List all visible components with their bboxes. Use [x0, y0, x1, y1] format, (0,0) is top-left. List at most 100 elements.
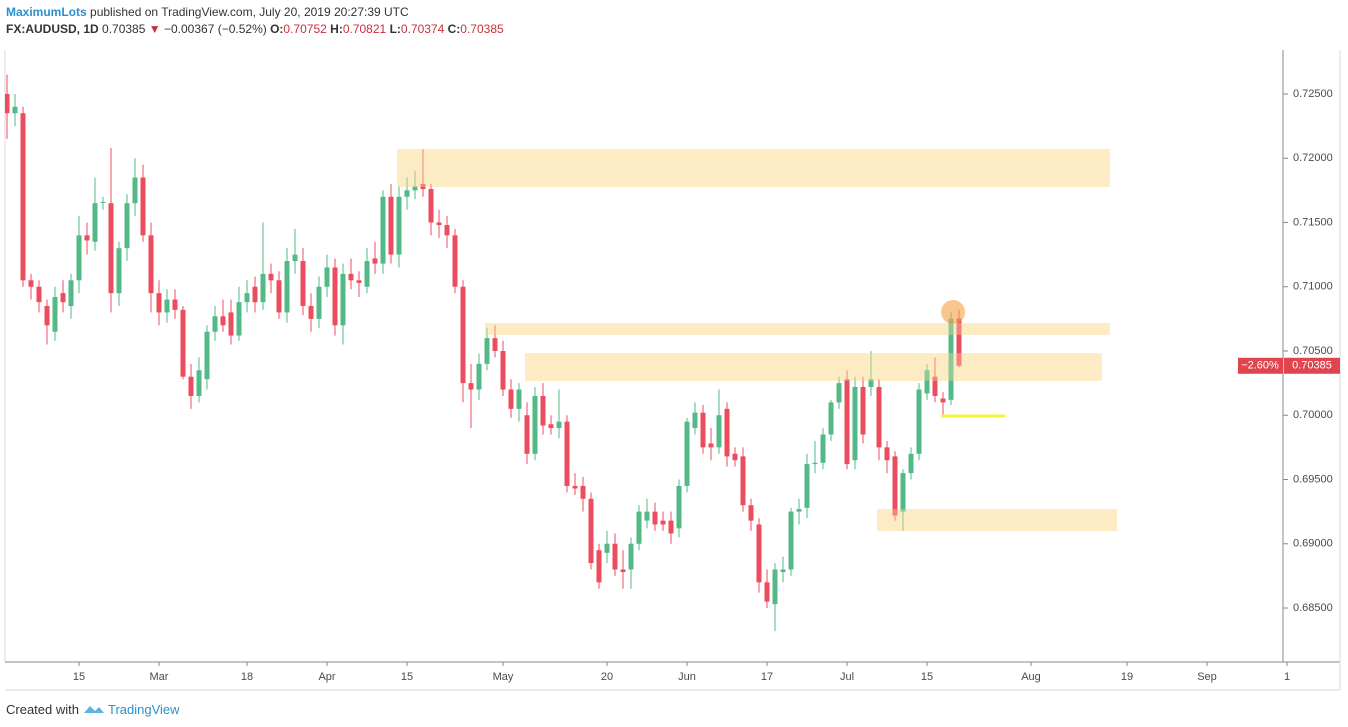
ohlc-value: 0.70821	[342, 22, 387, 36]
candle-body	[564, 421, 570, 486]
author[interactable]: MaximumLots	[6, 5, 87, 19]
candle-body	[628, 543, 634, 570]
candle-body	[868, 379, 874, 387]
x-tick-label: Mar	[150, 671, 169, 683]
candle-body	[892, 456, 898, 516]
candle-body	[732, 453, 738, 461]
candle-body	[172, 299, 178, 310]
candle-body	[324, 267, 330, 287]
y-tick-label: 0.69500	[1293, 473, 1333, 485]
candle-body	[388, 196, 394, 255]
change-tag-label: −2.60%	[1241, 360, 1279, 372]
zone	[525, 353, 1102, 381]
y-tick-label: 0.69000	[1293, 538, 1333, 550]
candle-body	[5, 93, 10, 114]
candle-body	[700, 412, 706, 448]
price-tag-label: 0.70385	[1292, 360, 1332, 372]
candle-body	[508, 389, 514, 409]
candle-body	[708, 443, 714, 448]
candle-body	[180, 309, 186, 377]
x-tick-label: Apr	[318, 671, 335, 683]
ohlc-value: 0.70374	[400, 22, 445, 36]
candle-body	[140, 177, 146, 236]
y-tick-label: 0.71000	[1293, 281, 1333, 293]
candle-body	[940, 398, 946, 403]
x-tick-label: 17	[761, 671, 773, 683]
candle-body	[796, 509, 802, 512]
candle-body	[436, 222, 442, 226]
x-tick-label: 15	[921, 671, 933, 683]
candle-body	[684, 421, 690, 486]
plot	[5, 74, 1117, 632]
candle-body	[444, 225, 450, 236]
candle-body	[852, 386, 858, 461]
zone-overlay	[397, 148, 1110, 187]
candle-body	[948, 318, 954, 400]
candle-body	[540, 395, 546, 426]
candle-body	[580, 485, 586, 499]
candle-body	[884, 447, 890, 461]
candle-body	[620, 569, 626, 573]
candle-body	[524, 415, 530, 454]
candle-body	[428, 189, 434, 223]
candle-body	[932, 376, 938, 396]
x-tick-label: Jun	[678, 671, 696, 683]
zone-overlay	[485, 322, 1110, 335]
candle-body	[244, 293, 250, 303]
published: published on TradingView.com, July 20, 2…	[90, 5, 409, 19]
candle-body	[60, 293, 66, 303]
ohlc-key: L:	[389, 22, 401, 36]
candle-body	[836, 383, 842, 403]
footer-brand[interactable]: TradingView	[108, 702, 180, 717]
change-tag	[1238, 357, 1283, 374]
ohlc-key: C:	[447, 22, 461, 36]
candle-body	[212, 316, 218, 332]
x-tick-label: 15	[401, 671, 413, 683]
y-tick-label: 0.72500	[1293, 88, 1333, 100]
candle-body	[124, 203, 130, 249]
zone-overlay	[877, 509, 1117, 532]
candle-body	[156, 293, 162, 313]
x-tick-label: 18	[241, 671, 253, 683]
x-tick-label: Jul	[840, 671, 854, 683]
candle-body	[412, 186, 418, 191]
candle-body	[676, 485, 682, 529]
candle-body	[532, 395, 538, 454]
ohlc-value: 0.70385	[460, 22, 504, 36]
candle-body	[396, 196, 402, 255]
candle-body	[284, 261, 290, 313]
candle-body	[588, 498, 594, 564]
last-price: 0.70385	[102, 22, 146, 36]
highlight	[941, 300, 965, 324]
candle-body	[900, 473, 906, 512]
candle-body	[908, 453, 914, 474]
y-tick-label: 0.71500	[1293, 216, 1333, 228]
candle-body	[756, 524, 762, 583]
candle-body	[652, 511, 658, 525]
zone	[485, 322, 1110, 335]
candle-body	[252, 286, 258, 303]
candle-body	[36, 286, 42, 303]
x-tick-label: Sep	[1197, 671, 1217, 683]
candle-body	[228, 312, 234, 336]
candle-body	[292, 254, 298, 262]
candle-body	[828, 402, 834, 435]
candle-body	[76, 235, 82, 281]
candle-body	[748, 505, 754, 521]
candle-body	[196, 370, 202, 396]
zone	[877, 509, 1117, 532]
candle-body	[724, 408, 730, 457]
candle-body	[220, 316, 226, 326]
ohlc-key: H:	[330, 22, 343, 36]
candle-body	[780, 569, 786, 573]
y-tick-label: 0.72000	[1293, 152, 1333, 164]
footer: Created with TradingView	[6, 702, 180, 717]
candle-body	[236, 302, 242, 336]
symbol-line: FX:AUDUSD, 1D 0.70385 ▼ −0.00367 (−0.52%…	[6, 22, 504, 36]
candle-body	[188, 376, 194, 396]
candle-body	[772, 569, 778, 605]
candle-body	[644, 511, 650, 521]
candle-body	[804, 464, 810, 508]
candle-body	[204, 331, 210, 380]
candle-body	[916, 389, 922, 454]
